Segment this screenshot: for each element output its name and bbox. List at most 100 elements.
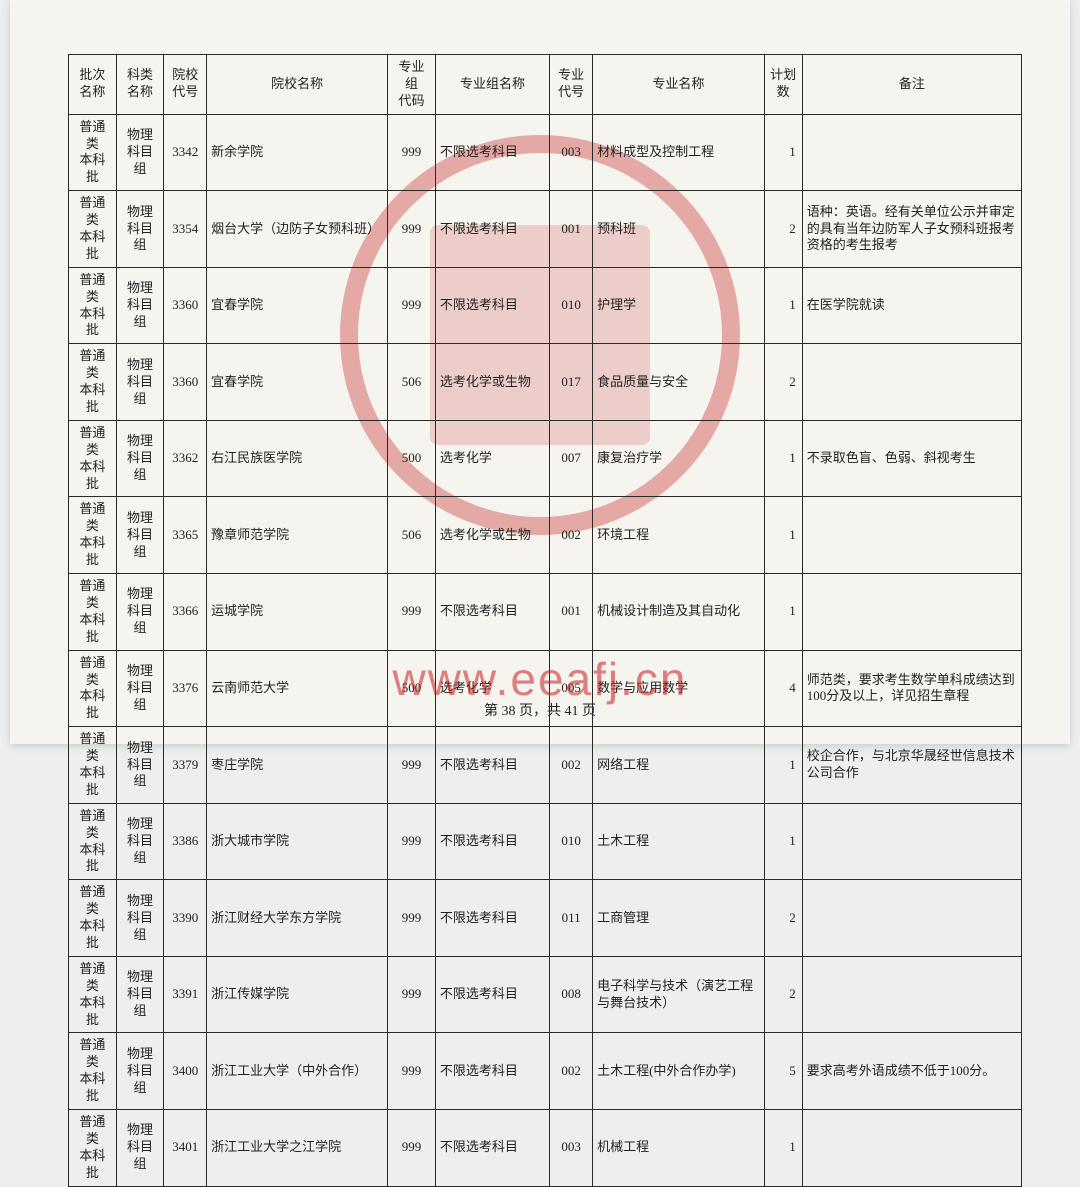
cell-9-4: 999: [388, 803, 436, 880]
cell-9-6: 010: [550, 803, 593, 880]
cell-1-5: 不限选考科目: [435, 191, 549, 268]
cell-6-9: [802, 574, 1021, 651]
cell-4-0: 普通类本科批: [69, 420, 117, 497]
cell-5-6: 002: [550, 497, 593, 574]
col-header-8: 计划数: [764, 55, 802, 115]
cell-9-9: [802, 803, 1021, 880]
cell-10-7: 工商管理: [593, 880, 765, 957]
cell-11-9: [802, 956, 1021, 1033]
cell-4-5: 选考化学: [435, 420, 549, 497]
cell-3-9: [802, 344, 1021, 421]
cell-0-0: 普通类本科批: [69, 114, 117, 191]
cell-5-2: 3365: [164, 497, 207, 574]
cell-4-6: 007: [550, 420, 593, 497]
cell-12-4: 999: [388, 1033, 436, 1110]
col-header-5: 专业组名称: [435, 55, 549, 115]
cell-12-1: 物理科目组: [116, 1033, 164, 1110]
cell-11-8: 2: [764, 956, 802, 1033]
cell-1-8: 2: [764, 191, 802, 268]
cell-4-4: 500: [388, 420, 436, 497]
cell-2-2: 3360: [164, 267, 207, 344]
admissions-table: 批次名称科类名称院校代号院校名称专业组代码专业组名称专业代号专业名称计划数备注 …: [68, 54, 1022, 1187]
cell-6-3: 运城学院: [207, 574, 388, 651]
table-row: 普通类本科批物理科目组3401浙江工业大学之江学院999不限选考科目003机械工…: [69, 1109, 1022, 1186]
cell-11-6: 008: [550, 956, 593, 1033]
cell-8-3: 枣庄学院: [207, 727, 388, 804]
cell-3-4: 506: [388, 344, 436, 421]
cell-11-7: 电子科学与技术（演艺工程与舞台技术）: [593, 956, 765, 1033]
cell-10-8: 2: [764, 880, 802, 957]
cell-11-0: 普通类本科批: [69, 956, 117, 1033]
cell-5-5: 选考化学或生物: [435, 497, 549, 574]
cell-8-9: 校企合作，与北京华晟经世信息技术公司合作: [802, 727, 1021, 804]
cell-6-6: 001: [550, 574, 593, 651]
table-row: 普通类本科批物理科目组3366运城学院999不限选考科目001机械设计制造及其自…: [69, 574, 1022, 651]
table-row: 普通类本科批物理科目组3386浙大城市学院999不限选考科目010土木工程1: [69, 803, 1022, 880]
page-footer: 第 38 页，共 41 页: [10, 700, 1070, 720]
col-header-7: 专业名称: [593, 55, 765, 115]
cell-8-6: 002: [550, 727, 593, 804]
cell-3-2: 3360: [164, 344, 207, 421]
cell-11-4: 999: [388, 956, 436, 1033]
cell-4-1: 物理科目组: [116, 420, 164, 497]
cell-1-6: 001: [550, 191, 593, 268]
cell-0-6: 003: [550, 114, 593, 191]
cell-5-3: 豫章师范学院: [207, 497, 388, 574]
cell-2-9: 在医学院就读: [802, 267, 1021, 344]
col-header-9: 备注: [802, 55, 1021, 115]
cell-8-8: 1: [764, 727, 802, 804]
cell-2-5: 不限选考科目: [435, 267, 549, 344]
col-header-6: 专业代号: [550, 55, 593, 115]
col-header-2: 院校代号: [164, 55, 207, 115]
cell-12-6: 002: [550, 1033, 593, 1110]
cell-6-0: 普通类本科批: [69, 574, 117, 651]
cell-3-1: 物理科目组: [116, 344, 164, 421]
cell-2-8: 1: [764, 267, 802, 344]
cell-6-2: 3366: [164, 574, 207, 651]
cell-11-2: 3391: [164, 956, 207, 1033]
cell-6-5: 不限选考科目: [435, 574, 549, 651]
cell-13-9: [802, 1109, 1021, 1186]
cell-8-7: 网络工程: [593, 727, 765, 804]
cell-11-3: 浙江传媒学院: [207, 956, 388, 1033]
cell-5-4: 506: [388, 497, 436, 574]
table-row: 普通类本科批物理科目组3400浙江工业大学（中外合作）999不限选考科目002土…: [69, 1033, 1022, 1110]
cell-4-3: 右江民族医学院: [207, 420, 388, 497]
cell-12-9: 要求高考外语成绩不低于100分。: [802, 1033, 1021, 1110]
cell-12-7: 土木工程(中外合作办学): [593, 1033, 765, 1110]
table-row: 普通类本科批物理科目组3354烟台大学（边防子女预科班）999不限选考科目001…: [69, 191, 1022, 268]
table-row: 普通类本科批物理科目组3365豫章师范学院506选考化学或生物002环境工程1: [69, 497, 1022, 574]
cell-0-8: 1: [764, 114, 802, 191]
cell-5-1: 物理科目组: [116, 497, 164, 574]
cell-1-4: 999: [388, 191, 436, 268]
cell-12-2: 3400: [164, 1033, 207, 1110]
cell-0-3: 新余学院: [207, 114, 388, 191]
cell-0-5: 不限选考科目: [435, 114, 549, 191]
col-header-0: 批次名称: [69, 55, 117, 115]
cell-3-6: 017: [550, 344, 593, 421]
cell-9-0: 普通类本科批: [69, 803, 117, 880]
table-row: 普通类本科批物理科目组3362右江民族医学院500选考化学007康复治疗学1不录…: [69, 420, 1022, 497]
cell-10-4: 999: [388, 880, 436, 957]
cell-10-2: 3390: [164, 880, 207, 957]
cell-2-6: 010: [550, 267, 593, 344]
table-container: 批次名称科类名称院校代号院校名称专业组代码专业组名称专业代号专业名称计划数备注 …: [68, 54, 1022, 1187]
cell-10-3: 浙江财经大学东方学院: [207, 880, 388, 957]
table-body: 普通类本科批物理科目组3342新余学院999不限选考科目003材料成型及控制工程…: [69, 114, 1022, 1186]
cell-13-0: 普通类本科批: [69, 1109, 117, 1186]
cell-9-7: 土木工程: [593, 803, 765, 880]
cell-3-3: 宜春学院: [207, 344, 388, 421]
cell-10-1: 物理科目组: [116, 880, 164, 957]
cell-12-3: 浙江工业大学（中外合作）: [207, 1033, 388, 1110]
cell-5-9: [802, 497, 1021, 574]
cell-9-2: 3386: [164, 803, 207, 880]
cell-2-3: 宜春学院: [207, 267, 388, 344]
cell-12-8: 5: [764, 1033, 802, 1110]
cell-2-0: 普通类本科批: [69, 267, 117, 344]
cell-13-8: 1: [764, 1109, 802, 1186]
cell-4-2: 3362: [164, 420, 207, 497]
cell-12-5: 不限选考科目: [435, 1033, 549, 1110]
cell-12-0: 普通类本科批: [69, 1033, 117, 1110]
cell-11-5: 不限选考科目: [435, 956, 549, 1033]
cell-4-7: 康复治疗学: [593, 420, 765, 497]
